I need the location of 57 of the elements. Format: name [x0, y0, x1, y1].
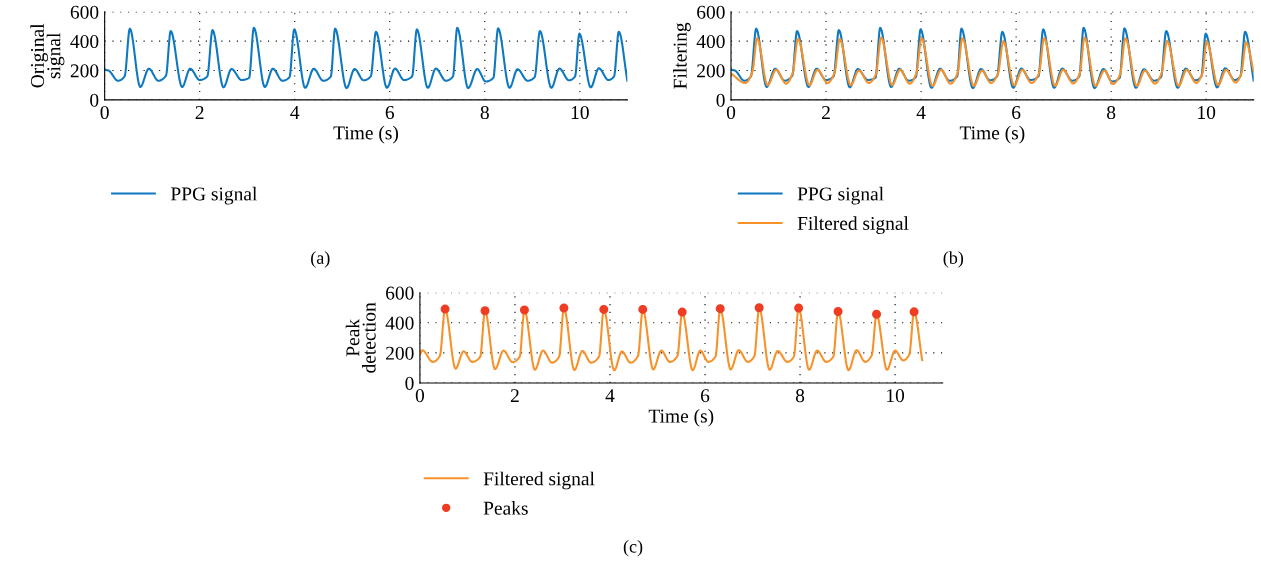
- y-tick-label: 200: [70, 64, 99, 78]
- x-tick-label: 2: [195, 106, 204, 119]
- x-tick-label: 10: [1198, 105, 1216, 120]
- y-axis-title: Original signal: [30, 23, 65, 88]
- x-tick-label: 4: [290, 106, 300, 119]
- x-tick-label: 2: [822, 106, 830, 119]
- legend-label: PPG signal: [797, 186, 884, 205]
- legend-label: Peaks: [483, 501, 528, 515]
- x-tick-label: 4: [605, 389, 615, 402]
- point: [599, 304, 609, 314]
- y-tick-label: 400: [696, 34, 725, 49]
- point: [480, 306, 490, 316]
- x-tick-label: 10: [571, 105, 589, 120]
- text: (c): [623, 540, 643, 557]
- point: [638, 304, 648, 314]
- x-tick-label: 0: [415, 389, 425, 403]
- legend-label: Filtered signal: [483, 471, 595, 490]
- legend-label: PPG signal: [170, 186, 257, 205]
- point: [794, 303, 804, 313]
- x-tick-label: 4: [916, 106, 926, 119]
- y-tick-label: 0: [90, 93, 99, 107]
- x-tick-label: 8: [795, 389, 805, 403]
- point: [754, 303, 764, 313]
- point: [440, 304, 450, 314]
- point: [909, 307, 919, 317]
- point: [872, 309, 882, 319]
- text: (a): [311, 251, 330, 268]
- x-axis-title: Time (s): [959, 125, 1025, 144]
- y-tick-label: 400: [385, 316, 414, 330]
- x-tick-label: 6: [385, 106, 395, 120]
- point: [519, 305, 529, 315]
- point: [677, 307, 687, 317]
- y-tick-label: 0: [716, 93, 725, 107]
- y-tick-label: 0: [405, 376, 414, 390]
- x-tick-label: 0: [726, 105, 736, 120]
- x-tick-label: 0: [100, 105, 109, 120]
- y-tick-label: 600: [70, 5, 99, 19]
- text: (b): [943, 251, 964, 268]
- y-tick-label: 200: [697, 64, 725, 78]
- point: [715, 304, 725, 314]
- y-tick-label: 600: [697, 5, 725, 19]
- y-axis-title: Peak detection: [345, 302, 376, 373]
- y-tick-label: 600: [386, 286, 414, 300]
- legend-label: Filtered signal: [797, 216, 909, 234]
- x-axis-title: Time (s): [333, 125, 399, 144]
- y-axis-title: Filtering: [673, 22, 691, 89]
- x-tick-label: 2: [510, 389, 519, 402]
- x-tick-label: 6: [700, 389, 710, 403]
- x-tick-label: 8: [480, 105, 489, 120]
- x-tick-label: 10: [887, 389, 905, 403]
- y-tick-label: 200: [386, 346, 414, 360]
- x-tick-label: 6: [1012, 106, 1021, 120]
- point: [559, 303, 569, 313]
- x-tick-label: 8: [1107, 105, 1116, 120]
- y-tick-label: 400: [70, 34, 99, 49]
- point: [833, 307, 843, 317]
- x-axis-title: Time (s): [648, 408, 714, 427]
